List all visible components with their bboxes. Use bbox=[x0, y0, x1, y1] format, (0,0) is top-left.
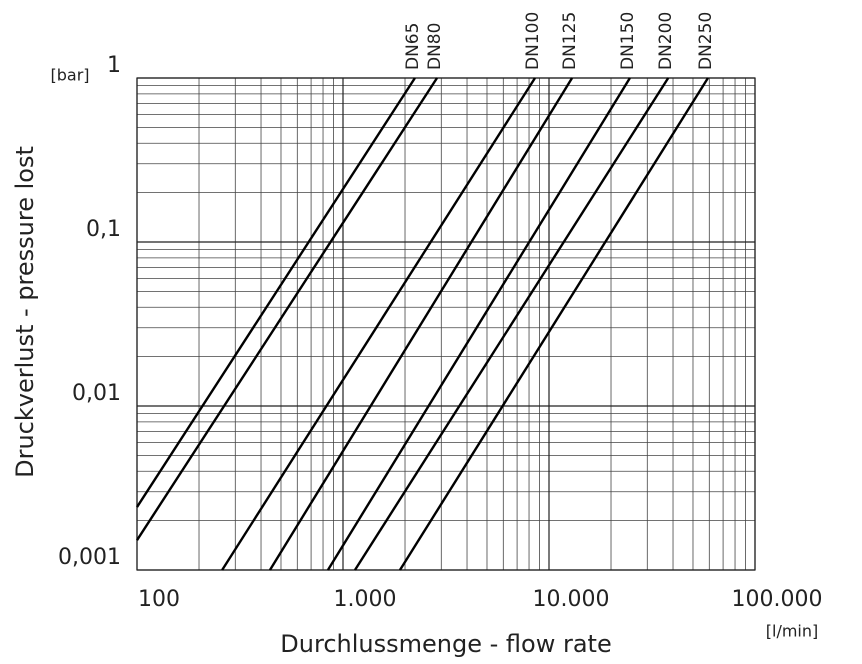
y-tick-label: 0,1 bbox=[86, 217, 121, 242]
y-tick-label: 0,001 bbox=[58, 545, 121, 570]
series-line bbox=[398, 77, 709, 571]
series-label: DN65 bbox=[403, 23, 423, 70]
x-tick-label: 100.000 bbox=[732, 587, 823, 612]
series-line bbox=[353, 77, 670, 571]
series-line bbox=[135, 77, 439, 541]
x-axis-label: Durchlussmenge - flow rate bbox=[280, 630, 611, 658]
series-line bbox=[268, 77, 574, 571]
y-tick-label: 0,01 bbox=[72, 381, 121, 406]
x-tick-label: 1.000 bbox=[334, 587, 397, 612]
y-unit: [bar] bbox=[50, 66, 89, 85]
y-axis-label: Druckverlust - pressure lost bbox=[11, 146, 39, 478]
series-label: DN150 bbox=[618, 12, 638, 70]
series-label: DN125 bbox=[560, 12, 580, 70]
series-line bbox=[135, 77, 416, 508]
x-unit: [l/min] bbox=[766, 622, 819, 641]
series-label: DN200 bbox=[656, 12, 676, 70]
series-line bbox=[221, 77, 536, 571]
series-label: DN80 bbox=[425, 23, 445, 70]
plot-frame bbox=[136, 77, 756, 571]
x-tick-label: 100 bbox=[138, 587, 180, 612]
series-label: DN100 bbox=[523, 12, 543, 70]
y-tick-label: 1 bbox=[107, 53, 121, 78]
series-label: DN250 bbox=[696, 12, 716, 70]
x-tick-label: 10.000 bbox=[533, 587, 610, 612]
series-line bbox=[326, 77, 631, 571]
